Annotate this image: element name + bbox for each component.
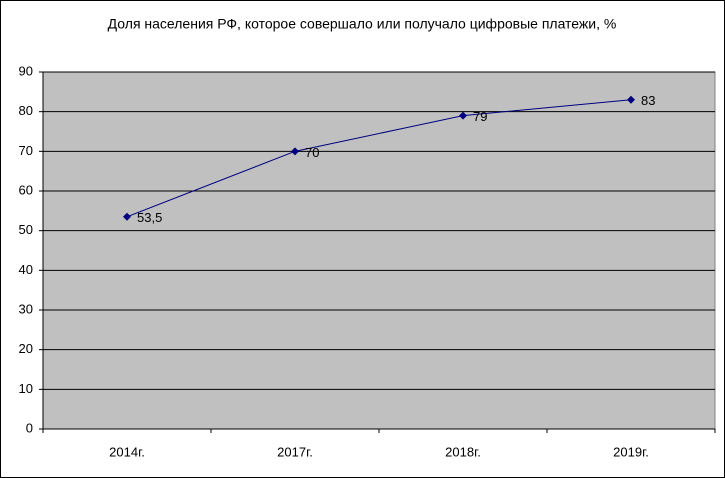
- x-tick-label: 2017г.: [277, 444, 313, 459]
- y-tick-label: 40: [19, 262, 33, 277]
- y-tick-label: 70: [19, 143, 33, 158]
- value-label: 70: [305, 145, 319, 160]
- y-tick-label: 60: [19, 182, 33, 197]
- y-tick-label: 0: [26, 420, 33, 435]
- y-tick-label: 10: [19, 381, 33, 396]
- marker: [459, 111, 467, 120]
- value-label: 53,5: [137, 210, 162, 225]
- x-tick-label: 2014г.: [109, 444, 145, 459]
- chart-title: Доля населения РФ, которое совершало или…: [108, 16, 617, 32]
- x-tick-label: 2019г.: [613, 444, 649, 459]
- x-tick-label: 2018г.: [445, 444, 481, 459]
- y-tick-label: 50: [19, 222, 33, 237]
- marker: [627, 95, 635, 104]
- marker: [291, 147, 299, 156]
- data-line: [126, 99, 632, 218]
- y-tick-label: 90: [19, 63, 33, 78]
- value-label: 79: [473, 109, 487, 124]
- y-tick-label: 30: [19, 301, 33, 316]
- marker: [123, 212, 131, 221]
- plot-area: [42, 71, 716, 430]
- y-tick-label: 20: [19, 341, 33, 356]
- y-tick-label: 80: [19, 103, 33, 118]
- value-label: 83: [641, 93, 655, 108]
